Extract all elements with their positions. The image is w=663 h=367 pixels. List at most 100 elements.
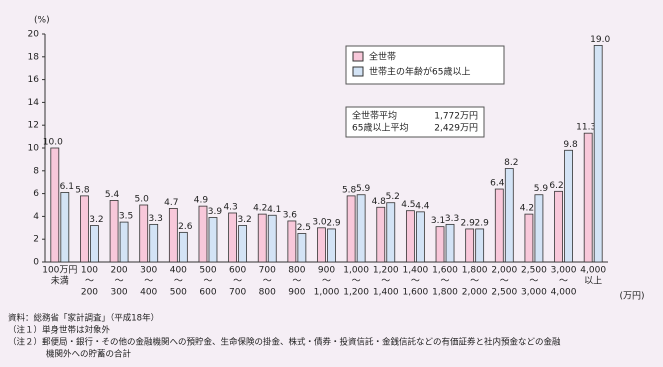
x-tick-label: 2,500 [521, 266, 547, 276]
note: 機関外への貯蓄の合計 [46, 349, 132, 360]
value-label: 3.3 [149, 214, 163, 224]
annotation-value: 1,772万円 [434, 111, 478, 122]
value-label: 6.1 [60, 182, 74, 192]
x-tick-label: 2,500 [491, 288, 517, 298]
value-label: 4.3 [223, 202, 237, 212]
bar [356, 194, 366, 263]
value-label: 4.8 [372, 197, 387, 207]
legend-swatch [352, 66, 364, 77]
bar [168, 208, 178, 263]
x-tick-label: ～ [411, 277, 420, 287]
x-tick-label: 200 [110, 266, 127, 276]
x-tick-label: 2,000 [491, 266, 517, 276]
x-tick-label: ～ [174, 277, 183, 287]
x-tick-label: ～ [85, 277, 94, 287]
y-tick-label: 20 [28, 30, 40, 40]
legend-swatch [352, 51, 364, 62]
bar [435, 226, 445, 263]
x-tick-label: 700 [229, 288, 246, 298]
value-label: 10.0 [43, 138, 63, 148]
x-tick-label: ～ [263, 277, 272, 287]
x-tick-label: 800 [288, 266, 305, 276]
value-label: 2.9 [460, 218, 475, 228]
note: 資料：総務省「家計調査」（平成18年） [8, 313, 159, 324]
bar [593, 45, 603, 263]
bar [267, 214, 277, 263]
bar [90, 225, 99, 263]
x-tick-label: ～ [322, 277, 331, 287]
annotation-label: 全世帯平均 [352, 110, 397, 122]
bar [534, 194, 544, 263]
annotation-box [345, 106, 485, 138]
value-label: 2.6 [178, 222, 193, 232]
value-label: 5.0 [135, 195, 150, 205]
bar [494, 188, 504, 263]
x-tick-label: 700 [259, 266, 276, 276]
value-label: 2.9 [474, 218, 489, 228]
x-tick-label: 4,000 [551, 288, 577, 298]
x-tick-label: ～ [559, 277, 568, 287]
y-tick-label: 10 [28, 144, 40, 154]
bar [583, 132, 593, 263]
bar [208, 217, 218, 263]
y-unit: (%) [34, 16, 50, 26]
bar [198, 205, 208, 263]
y-tick-label: 2 [33, 235, 39, 245]
note: （注１）単身世帯は対象外 [8, 325, 111, 336]
y-tick-label: 16 [28, 75, 40, 85]
bar [297, 233, 307, 263]
y-tick-label: 14 [28, 98, 40, 108]
legend-label: 世帯主の年齢が65歳以上 [369, 66, 470, 78]
bar [257, 213, 267, 263]
x-tick-label: 以上 [584, 276, 602, 287]
bar [415, 211, 425, 263]
x-tick-label: 3,000 [551, 266, 577, 276]
annotation-label: 65歳以上平均 [352, 122, 408, 134]
legend-box [345, 45, 505, 85]
x-tick-label: 1,600 [432, 266, 458, 276]
x-tick-label: 1,400 [403, 266, 429, 276]
bar [465, 228, 475, 263]
value-label: 3.2 [237, 215, 251, 225]
value-label: 3.3 [445, 214, 459, 224]
y-tick-label: 0 [33, 258, 39, 268]
x-tick-label: 3,000 [521, 288, 547, 298]
y-tick-label: 12 [28, 121, 39, 131]
value-label: 5.9 [534, 184, 549, 194]
value-label: 5.4 [105, 190, 120, 200]
value-label: 4.4 [415, 201, 430, 211]
x-tick-label: 400 [140, 288, 157, 298]
x-tick-label: 300 [110, 288, 127, 298]
value-label: 8.2 [504, 158, 518, 168]
value-label: 4.1 [267, 205, 281, 215]
value-label: 4.5 [401, 200, 415, 210]
bar [346, 195, 356, 263]
value-label: 6.2 [549, 181, 563, 191]
x-tick-label: 1,800 [462, 266, 488, 276]
x-tick-label: 300 [140, 266, 157, 276]
bar [149, 223, 159, 263]
x-tick-label: ～ [352, 277, 361, 287]
x-tick-label: ～ [144, 277, 153, 287]
x-tick-label: 600 [199, 288, 216, 298]
value-label: 3.5 [119, 212, 133, 222]
bar [475, 228, 485, 263]
bar [445, 223, 455, 263]
x-tick-label: 1,200 [343, 288, 369, 298]
x-tick-label: ～ [292, 277, 301, 287]
annotation-value: 2,429万円 [434, 123, 478, 134]
bar [109, 200, 119, 263]
bar [376, 206, 386, 263]
x-tick-label: 100万円 [42, 265, 77, 276]
x-tick-label: 800 [259, 288, 276, 298]
x-tick-label: 400 [170, 266, 187, 276]
x-tick-label: 1,200 [373, 266, 399, 276]
note: （注２）郵便局・銀行・その他の金融機関への預貯金、生命保険の掛金、株式・債券・投… [8, 337, 561, 348]
bar [504, 168, 514, 263]
x-tick-label: ～ [115, 277, 124, 287]
x-tick-label: ～ [381, 277, 390, 287]
bar [287, 220, 297, 263]
value-label: 19.0 [590, 35, 610, 45]
value-label: 3.1 [431, 216, 445, 226]
